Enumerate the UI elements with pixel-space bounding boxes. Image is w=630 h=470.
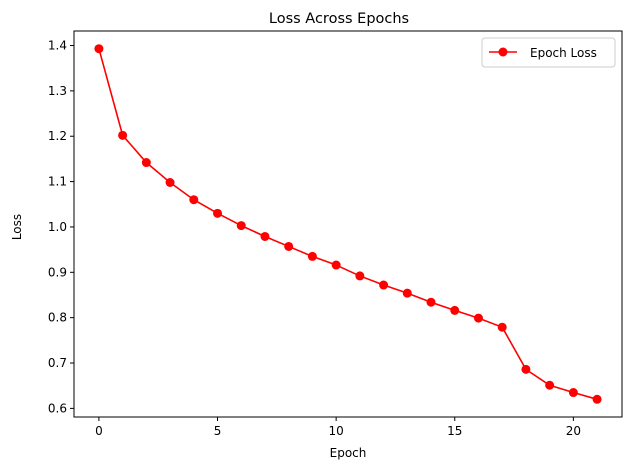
data-point bbox=[118, 130, 128, 140]
x-tick-label: 20 bbox=[566, 424, 581, 438]
data-point bbox=[545, 380, 555, 390]
x-tick-label: 0 bbox=[95, 424, 103, 438]
data-point bbox=[473, 313, 483, 323]
chart-title: Loss Across Epochs bbox=[269, 11, 409, 27]
x-axis-label: Epoch bbox=[330, 446, 367, 460]
legend-label: Epoch Loss bbox=[530, 46, 597, 60]
data-point bbox=[402, 288, 412, 298]
data-point bbox=[426, 297, 436, 307]
data-point bbox=[213, 208, 223, 218]
y-tick-label: 0.9 bbox=[48, 265, 67, 279]
y-tick-label: 1.2 bbox=[48, 129, 67, 143]
data-point bbox=[307, 251, 317, 261]
data-point bbox=[236, 221, 246, 231]
data-point bbox=[189, 195, 199, 205]
y-tick-label: 0.8 bbox=[48, 311, 67, 325]
data-point bbox=[331, 260, 341, 270]
y-tick-label: 1.3 bbox=[48, 84, 67, 98]
data-point bbox=[141, 158, 151, 168]
data-point bbox=[568, 388, 578, 398]
plot-frame bbox=[73, 30, 623, 418]
x-tick-label: 5 bbox=[214, 424, 222, 438]
y-tick-label: 0.6 bbox=[48, 401, 67, 415]
y-tick-label: 1.1 bbox=[48, 175, 67, 189]
data-point bbox=[450, 305, 460, 315]
y-tick-label: 1.4 bbox=[48, 39, 67, 53]
data-point bbox=[284, 241, 294, 251]
data-point bbox=[355, 271, 365, 281]
x-tick-label: 15 bbox=[447, 424, 462, 438]
y-tick-label: 1.0 bbox=[48, 220, 67, 234]
data-point bbox=[165, 177, 175, 187]
legend-marker-sample bbox=[498, 47, 508, 57]
data-point bbox=[521, 364, 531, 374]
data-point bbox=[497, 322, 507, 332]
data-point bbox=[592, 394, 602, 404]
legend-box bbox=[481, 37, 616, 68]
y-tick-label: 0.7 bbox=[48, 356, 67, 370]
x-tick-label: 10 bbox=[328, 424, 343, 438]
data-point bbox=[379, 280, 389, 290]
data-point bbox=[260, 231, 270, 241]
series-line-epoch-loss bbox=[98, 48, 598, 401]
data-point bbox=[94, 44, 104, 54]
legend: Epoch Loss bbox=[481, 37, 616, 68]
y-axis-label: Loss bbox=[10, 214, 24, 240]
